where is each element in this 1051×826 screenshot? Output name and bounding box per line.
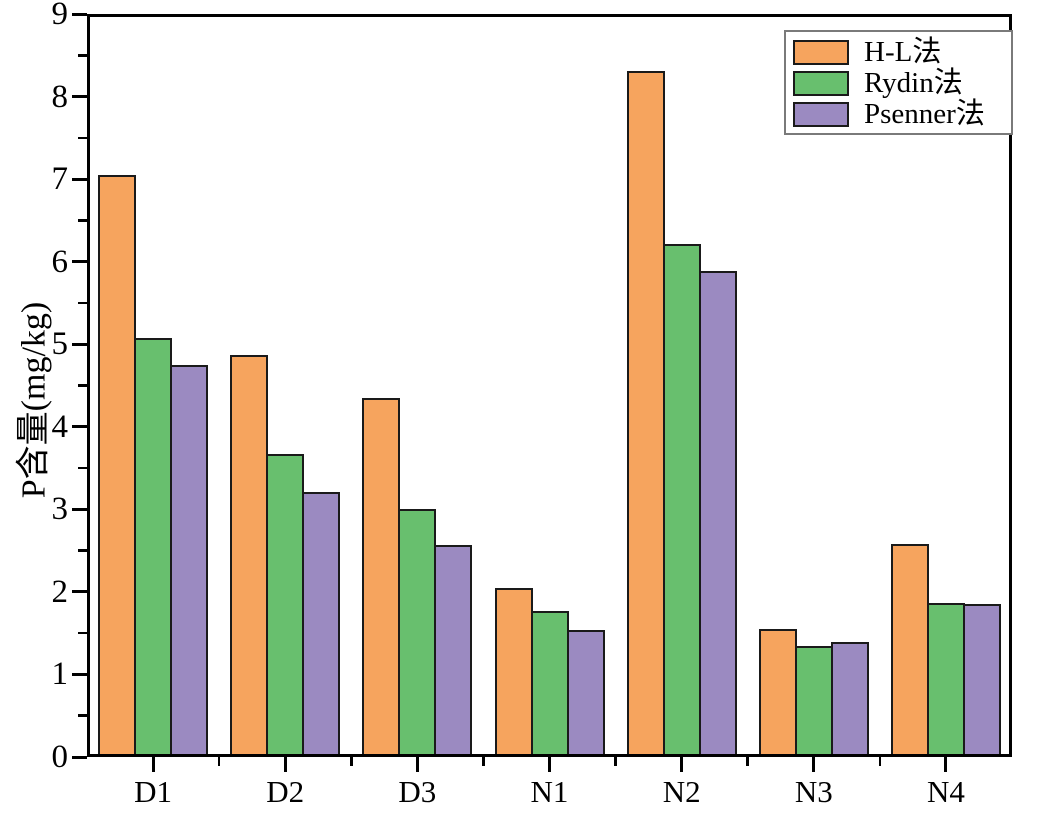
bar-Psenner法-N2: [698, 270, 737, 757]
y-axis-major-tick: [72, 590, 87, 594]
x-axis-minor-tick: [217, 757, 221, 766]
legend-item-rydin: Rydin法: [793, 68, 1011, 99]
y-axis-major-tick: [72, 95, 87, 99]
y-axis-minor-tick: [78, 466, 87, 470]
y-axis-minor-tick: [78, 714, 87, 717]
y-axis-major-tick: [72, 342, 87, 346]
bar-Psenner法-N3: [830, 642, 869, 757]
y-axis-tick-label: 3: [51, 491, 69, 528]
bar-H-L法-N2: [626, 70, 665, 757]
y-axis-tick-label: 7: [51, 161, 69, 198]
bar-Psenner法-N4: [962, 604, 1001, 757]
y-axis-minor-tick: [78, 631, 87, 635]
bar-Rydin法-D2: [266, 454, 305, 757]
x-axis-minor-tick: [614, 757, 617, 766]
bar-H-L法-D1: [98, 174, 137, 757]
y-axis-major-tick: [72, 12, 87, 16]
y-axis-major-tick: [72, 507, 87, 511]
y-axis-tick-label: 6: [51, 243, 69, 280]
y-axis-major-tick: [72, 260, 87, 264]
bar-Rydin法-D3: [398, 509, 437, 757]
x-axis-tick-label: N4: [926, 774, 965, 809]
legend-swatch-psenner: [793, 102, 849, 127]
y-axis-major-tick: [72, 177, 87, 181]
bar-H-L法-D2: [230, 354, 269, 757]
x-axis-minor-tick: [746, 757, 749, 766]
x-axis-major-tick: [548, 757, 551, 772]
y-axis-tick-label: 4: [51, 408, 69, 445]
x-axis-major-tick: [944, 757, 948, 772]
legend-label-hl: H-L法: [864, 36, 942, 68]
bar-H-L法-N1: [494, 587, 533, 757]
legend-item-hl: H-L法: [793, 37, 1011, 68]
y-axis-minor-tick: [78, 301, 87, 305]
y-axis-title: P含量(mg/kg): [15, 301, 53, 499]
y-axis-tick-label: 2: [51, 573, 69, 610]
y-axis-major-tick: [72, 672, 87, 676]
y-axis-tick-label: 5: [51, 326, 69, 363]
y-axis-tick-label: 1: [51, 656, 69, 693]
y-axis-tick-label: 0: [51, 739, 69, 775]
legend-swatch-rydin: [793, 71, 849, 96]
bar-Psenner法-N1: [566, 629, 605, 757]
bar-Rydin法-D1: [134, 338, 173, 757]
x-axis-major-tick: [812, 757, 816, 772]
x-axis-tick-label: D2: [266, 774, 305, 809]
legend-label-rydin: Rydin法: [864, 67, 963, 99]
bar-H-L法-N3: [758, 629, 797, 757]
x-axis-tick-label: N2: [662, 774, 701, 809]
x-axis-minor-tick: [878, 757, 882, 766]
legend: H-L法 Rydin法 Psenner法: [784, 30, 1013, 135]
x-axis-tick-label: D1: [134, 774, 172, 809]
bar-Psenner法-D3: [434, 544, 473, 757]
y-axis-minor-tick: [78, 384, 87, 387]
x-axis-tick-label: N1: [530, 774, 569, 809]
y-axis-tick-label: 8: [51, 78, 69, 115]
y-axis-minor-tick: [78, 54, 87, 57]
bar-Psenner法-D2: [302, 491, 341, 757]
y-axis-tick-label: 9: [51, 0, 69, 32]
legend-label-psenner: Psenner法: [864, 98, 985, 130]
x-axis-tick-label: N3: [794, 774, 833, 809]
y-axis-minor-tick: [78, 219, 87, 222]
bar-Psenner法-D1: [170, 364, 209, 757]
x-axis-tick-label: D3: [398, 774, 437, 809]
x-axis-major-tick: [151, 757, 155, 772]
bar-Rydin法-N1: [530, 610, 569, 757]
bar-Rydin法-N4: [926, 603, 965, 757]
y-axis-major-tick: [72, 425, 87, 429]
y-axis-minor-tick: [78, 549, 87, 552]
y-axis-minor-tick: [78, 136, 87, 140]
bar-H-L法-D3: [362, 397, 401, 757]
bar-H-L法-N4: [890, 544, 929, 757]
x-axis-minor-tick: [482, 757, 485, 766]
x-axis-major-tick: [283, 757, 287, 772]
bar-Rydin法-N2: [662, 244, 701, 757]
bar-Rydin法-N3: [794, 645, 833, 757]
legend-swatch-hl: [793, 40, 849, 65]
x-axis-major-tick: [680, 757, 684, 772]
y-axis-major-tick: [72, 755, 87, 759]
x-axis-major-tick: [415, 757, 419, 772]
legend-item-psenner: Psenner法: [793, 99, 1011, 130]
x-axis-minor-tick: [350, 757, 353, 766]
